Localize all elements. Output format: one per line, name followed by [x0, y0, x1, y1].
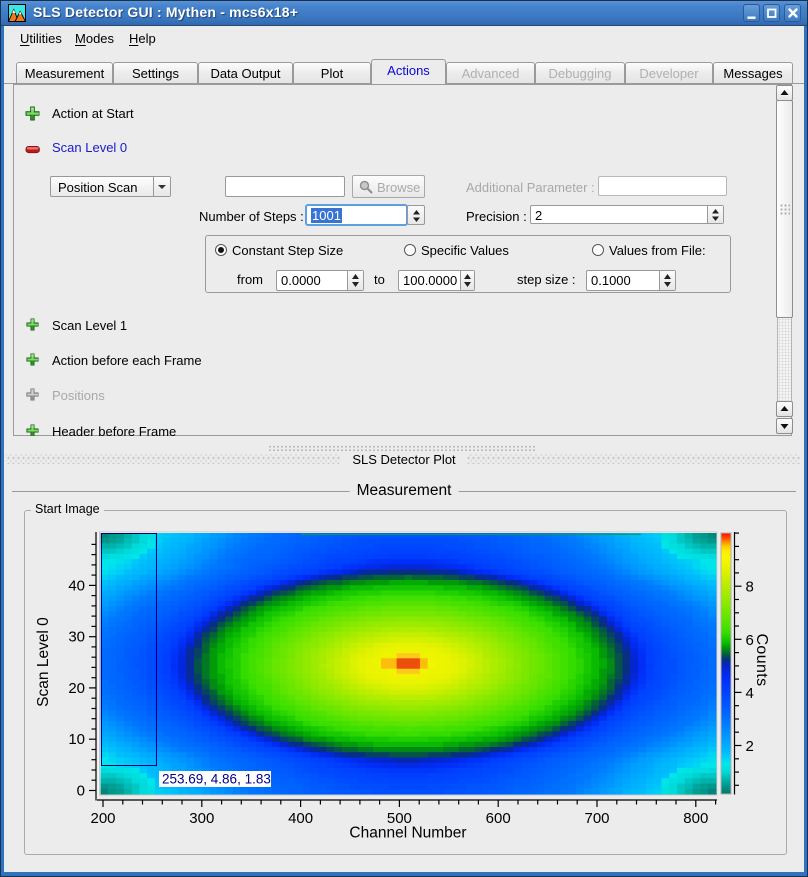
svg-text:4: 4 — [746, 685, 754, 702]
svg-text:600: 600 — [486, 810, 511, 827]
svg-text:30: 30 — [68, 629, 85, 646]
svg-text:253.69, 4.86, 1.83: 253.69, 4.86, 1.83 — [162, 772, 271, 787]
svg-text:700: 700 — [584, 810, 609, 827]
svg-text:8: 8 — [746, 579, 754, 596]
svg-text:0: 0 — [77, 783, 85, 800]
svg-text:200: 200 — [90, 810, 115, 827]
svg-text:800: 800 — [683, 810, 708, 827]
svg-text:20: 20 — [68, 680, 85, 697]
svg-text:2: 2 — [746, 738, 754, 755]
svg-text:10: 10 — [68, 731, 85, 748]
svg-text:500: 500 — [387, 810, 412, 827]
svg-text:Scan Level 0: Scan Level 0 — [35, 617, 52, 707]
svg-text:300: 300 — [189, 810, 214, 827]
svg-text:Counts: Counts — [753, 633, 770, 686]
svg-text:400: 400 — [288, 810, 313, 827]
svg-text:6: 6 — [746, 632, 754, 649]
svg-text:Channel Number: Channel Number — [349, 825, 466, 842]
svg-text:40: 40 — [68, 577, 85, 594]
